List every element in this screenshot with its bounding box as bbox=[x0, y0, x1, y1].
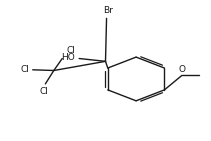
Text: Br: Br bbox=[103, 6, 112, 15]
Text: O: O bbox=[178, 65, 185, 74]
Text: Cl: Cl bbox=[21, 65, 30, 74]
Text: HO: HO bbox=[61, 53, 74, 62]
Text: Cl: Cl bbox=[40, 87, 49, 96]
Text: Cl: Cl bbox=[66, 46, 75, 55]
